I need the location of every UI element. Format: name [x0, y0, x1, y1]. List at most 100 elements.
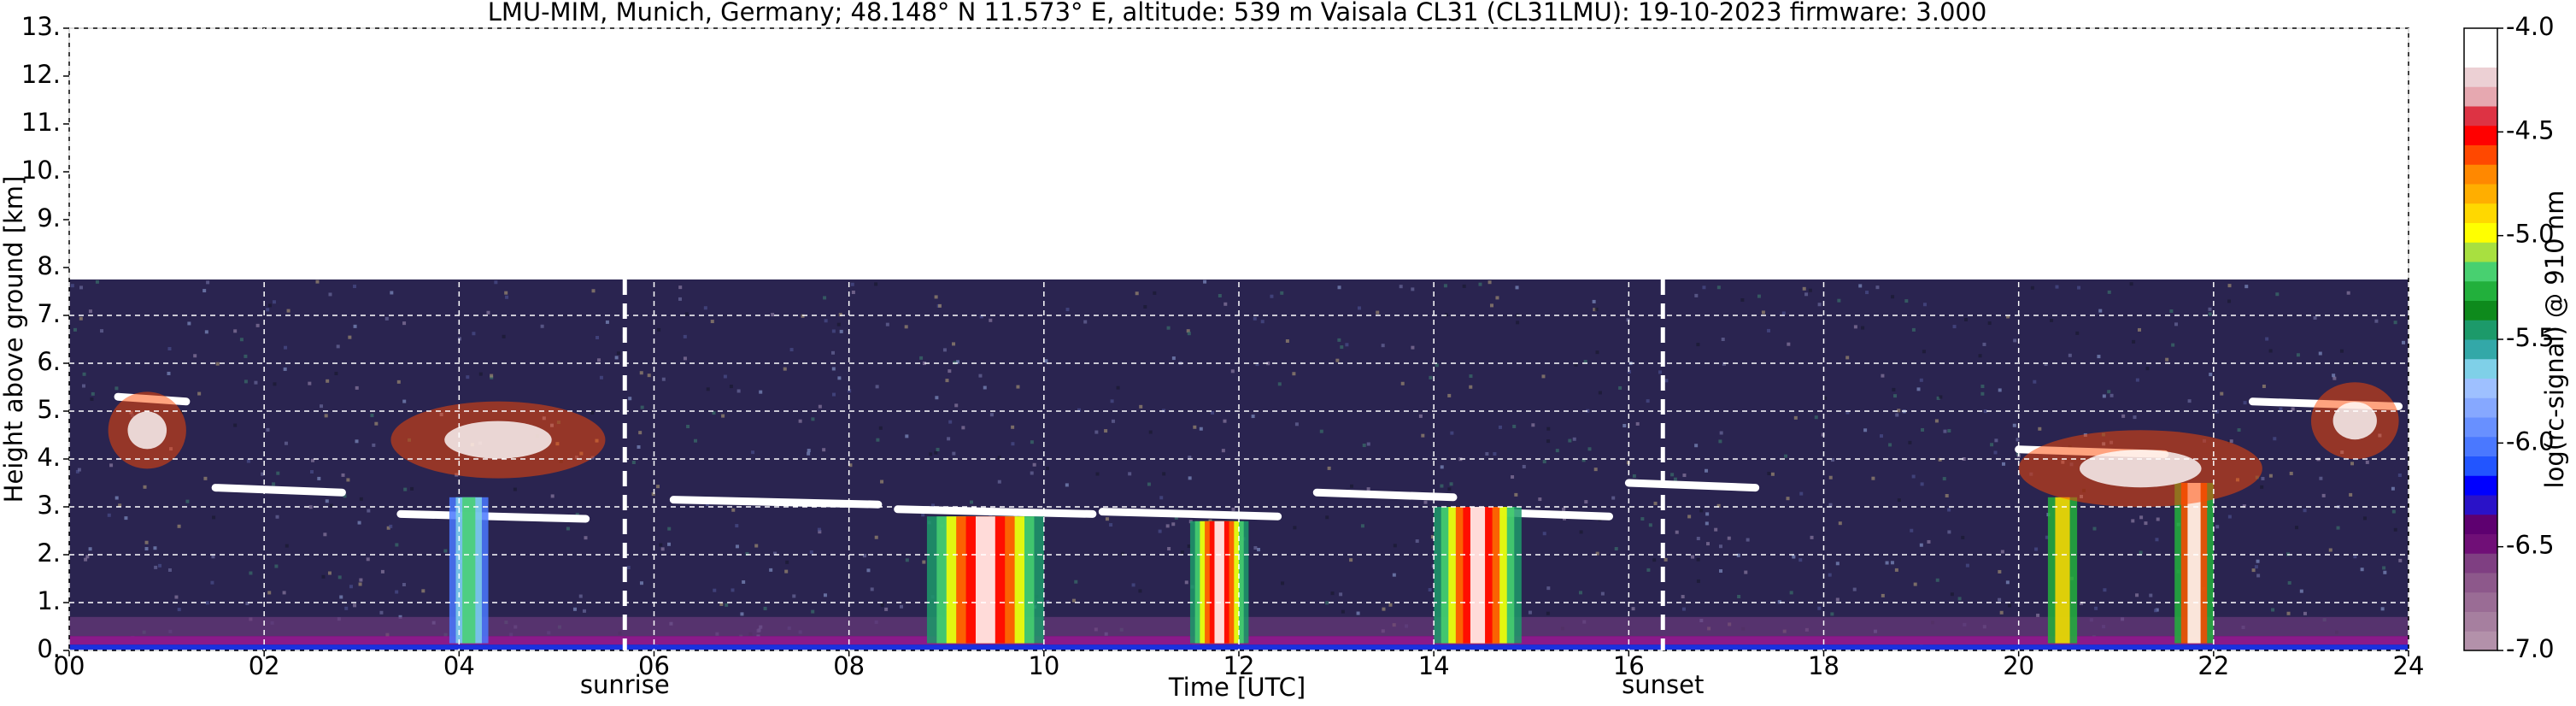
- noise-speck: [2038, 427, 2042, 431]
- noise-speck: [809, 550, 813, 554]
- noise-speck: [626, 566, 631, 570]
- noise-speck: [2393, 321, 2397, 325]
- noise-speck: [1998, 597, 2002, 602]
- x-tick-label: 22: [2198, 651, 2229, 680]
- noise-speck: [390, 291, 394, 295]
- noise-speck: [2012, 423, 2016, 427]
- noise-speck: [402, 399, 407, 403]
- noise-speck: [1327, 466, 1331, 470]
- noise-speck: [784, 569, 789, 574]
- colorbar-swatch: [2464, 456, 2497, 476]
- noise-speck: [1498, 425, 1502, 429]
- noise-speck: [656, 485, 660, 489]
- noise-speck: [2102, 394, 2106, 398]
- noise-speck: [1861, 326, 1865, 330]
- noise-speck: [267, 591, 272, 595]
- noise-speck: [1158, 529, 1162, 533]
- noise-speck: [1767, 471, 1771, 475]
- noise-speck: [851, 291, 855, 295]
- noise-speck: [651, 492, 655, 497]
- noise-speck: [874, 535, 878, 539]
- noise-speck: [353, 603, 357, 608]
- noise-speck: [1922, 303, 1927, 307]
- noise-speck: [1808, 288, 1812, 292]
- noise-speck: [286, 309, 290, 313]
- noise-speck: [1546, 427, 1551, 431]
- noise-speck: [948, 369, 952, 374]
- noise-speck: [1147, 482, 1151, 486]
- noise-speck: [712, 411, 716, 415]
- colorbar-swatch: [2464, 631, 2497, 651]
- noise-speck: [244, 354, 248, 358]
- noise-speck: [285, 544, 289, 548]
- noise-speck: [1360, 524, 1364, 528]
- noise-speck: [88, 309, 92, 314]
- colorbar-swatch: [2464, 125, 2497, 145]
- noise-speck: [1428, 588, 1432, 592]
- colorbar-swatch: [2464, 533, 2497, 554]
- noise-speck: [590, 410, 595, 415]
- noise-speck: [2121, 414, 2126, 418]
- noise-speck: [2129, 282, 2133, 286]
- noise-speck: [2055, 285, 2059, 289]
- noise-speck: [2139, 550, 2143, 555]
- noise-speck: [1936, 396, 1940, 400]
- noise-speck: [1349, 484, 1353, 488]
- noise-speck: [614, 356, 619, 360]
- colorbar-swatch: [2464, 86, 2497, 107]
- noise-speck: [2006, 315, 2010, 319]
- colorbar-swatch: [2464, 436, 2497, 456]
- noise-speck: [311, 458, 315, 462]
- noise-speck: [1852, 587, 1857, 591]
- cloud-core: [2079, 450, 2202, 488]
- noise-speck: [276, 471, 280, 475]
- noise-speck: [885, 322, 889, 327]
- noise-speck: [1706, 542, 1710, 546]
- noise-speck: [389, 524, 393, 528]
- colorbar-tick-label: -4.0: [2506, 12, 2555, 41]
- noise-speck: [478, 372, 483, 376]
- colorbar-swatch: [2464, 242, 2497, 262]
- noise-speck: [272, 482, 276, 486]
- noise-speck: [357, 521, 361, 525]
- colorbar-label: log(rc-signal) @ 910 nm: [2540, 191, 2569, 489]
- noise-speck: [282, 591, 286, 595]
- noise-speck: [1203, 279, 1207, 284]
- noise-speck: [1257, 547, 1261, 551]
- noise-speck: [1835, 597, 1840, 602]
- noise-speck: [466, 375, 470, 379]
- noise-speck: [811, 417, 815, 421]
- noise-speck: [2380, 607, 2385, 611]
- x-tick-label: 12: [1223, 651, 1255, 680]
- noise-speck: [79, 285, 84, 290]
- noise-speck: [353, 285, 357, 289]
- noise-speck: [2397, 473, 2402, 477]
- noise-speck: [1449, 482, 1453, 486]
- noise-speck: [73, 327, 77, 332]
- noise-speck: [2187, 399, 2192, 403]
- noise-speck: [107, 513, 111, 517]
- noise-speck: [355, 439, 359, 444]
- noise-speck: [1435, 363, 1439, 368]
- noise-speck: [2251, 568, 2256, 573]
- noise-speck: [2044, 362, 2048, 367]
- noise-speck: [1648, 523, 1652, 527]
- noise-speck: [1579, 530, 1583, 534]
- noise-speck: [831, 392, 836, 397]
- noise-speck: [2174, 322, 2179, 327]
- y-tick-label: 8.: [37, 251, 61, 280]
- noise-speck: [1910, 528, 1914, 532]
- noise-speck: [2149, 593, 2153, 597]
- noise-speck: [325, 499, 329, 503]
- noise-speck: [1965, 563, 1969, 568]
- noise-speck: [1399, 285, 1403, 289]
- noise-speck: [978, 374, 983, 378]
- noise-speck: [1131, 583, 1135, 587]
- x-tick-label: 02: [249, 651, 280, 680]
- noise-speck: [1211, 410, 1215, 415]
- noise-speck: [410, 486, 414, 491]
- noise-speck: [1999, 610, 2004, 615]
- noise-speck: [1699, 509, 1704, 513]
- noise-speck: [2103, 588, 2107, 592]
- noise-speck: [955, 360, 959, 364]
